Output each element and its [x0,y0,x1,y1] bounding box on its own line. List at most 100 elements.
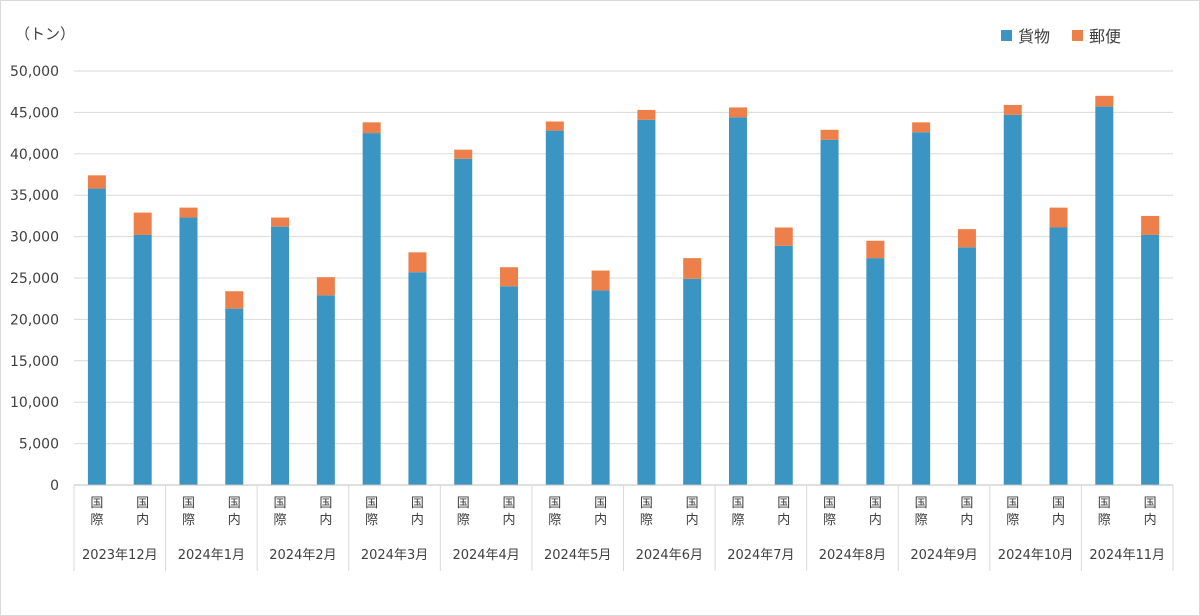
bar-cargo [912,132,931,485]
x-subcategory-char: 国 [1006,496,1019,511]
x-group-label: 2024年1月 [178,548,245,563]
x-subcategory-char: 際 [182,513,195,528]
bar-cargo [408,272,427,485]
y-tick-label: 20,000 [10,312,59,328]
y-tick-label: 10,000 [10,395,59,411]
x-subcategory-char: 際 [823,513,836,528]
bar-cargo [1049,227,1068,485]
bar-mail [1049,207,1068,228]
x-subcategory-char: 国 [90,496,103,511]
x-subcategory-label: 国際 [548,496,561,528]
bar-cargo [1095,106,1114,485]
bar-cargo [683,278,702,485]
x-subcategory-char: 内 [411,512,424,528]
y-tick-label: 5,000 [19,437,59,453]
x-subcategory-label: 国際 [823,496,836,528]
bar-cargo [133,234,152,485]
bar-mail [820,129,839,140]
x-subcategory-char: 内 [228,512,241,528]
x-group-label: 2024年2月 [269,548,336,563]
x-group-label: 2024年9月 [910,548,977,563]
x-subcategory-char: 内 [686,512,699,528]
x-subcategory-char: 国 [228,496,241,511]
x-subcategory-label: 国際 [640,496,653,528]
x-subcategory-char: 国 [777,496,790,511]
x-subcategory-char: 国 [731,496,744,511]
bar-cargo [1003,114,1022,485]
y-tick-label: 0 [50,478,59,494]
bar-mail [316,277,335,296]
bar-mail [1141,215,1160,235]
y-tick-label: 30,000 [10,230,59,246]
bar-cargo [820,139,839,485]
y-tick-label: 25,000 [10,271,59,287]
x-subcategory-label: 国際 [457,496,470,528]
x-subcategory-char: 国 [411,496,424,511]
legend-swatch-cargo [1001,29,1012,41]
legend-item-cargo: 貨物 [1001,23,1050,47]
bar-mail [1095,95,1114,107]
bar-mail [454,149,473,159]
x-subcategory-label: 国内 [777,496,790,528]
bar-mail [179,207,198,218]
x-group-label: 2024年5月 [544,548,611,563]
bar-mail [500,267,519,287]
bar-mail [774,227,793,246]
x-subcategory-char: 際 [1006,513,1019,528]
y-unit-label: （トン） [15,25,76,43]
x-subcategory-char: 内 [1052,512,1065,528]
x-subcategory-char: 際 [548,513,561,528]
bar-mail [866,240,885,259]
x-subcategory-char: 国 [594,496,607,511]
bar-cargo [957,247,976,485]
x-subcategory-label: 国内 [503,496,516,528]
bar-cargo [545,130,564,485]
bar-cargo [362,133,381,485]
x-subcategory-char: 内 [777,512,790,528]
x-subcategory-char: 際 [365,513,378,528]
x-subcategory-char: 内 [319,512,332,528]
x-group-label: 2024年11月 [1089,548,1165,563]
x-subcategory-label: 国内 [319,496,332,528]
x-subcategory-label: 国際 [731,496,744,528]
x-subcategory-char: 国 [136,496,149,511]
x-subcategory-char: 内 [594,512,607,528]
y-tick-label: 50,000 [10,64,59,80]
x-subcategory-label: 国際 [1006,496,1019,528]
bar-mail [225,291,244,309]
x-subcategory-label: 国内 [228,496,241,528]
bar-mail [683,258,702,279]
legend-item-mail: 郵便 [1072,23,1121,47]
y-tick-label: 35,000 [10,188,59,204]
x-subcategory-char: 内 [869,512,882,528]
bar-mail [271,217,290,227]
bar-cargo [1141,234,1160,485]
y-tick-label: 40,000 [10,147,59,163]
x-subcategory-char: 国 [548,496,561,511]
x-subcategory-char: 際 [457,513,470,528]
x-subcategory-label: 国内 [960,496,973,528]
legend-label-cargo: 貨物 [1018,27,1051,46]
x-subcategory-char: 国 [686,496,699,511]
x-subcategory-label: 国内 [136,496,149,528]
bar-cargo [728,117,747,486]
bar-cargo [225,308,244,485]
bar-cargo [637,119,656,486]
bar-mail [1003,104,1022,115]
x-subcategory-label: 国内 [1052,496,1065,528]
x-subcategory-char: 国 [365,496,378,511]
x-subcategory-label: 国際 [182,496,195,528]
legend: 貨物 郵便 [1001,23,1121,47]
bar-mail [957,229,976,248]
x-subcategory-char: 内 [960,512,973,528]
x-subcategory-label: 国際 [90,496,103,528]
bar-cargo [500,286,519,485]
x-subcategory-char: 国 [869,496,882,511]
bar-cargo [454,158,473,485]
x-subcategory-char: 国 [182,496,195,511]
y-tick-label: 15,000 [10,354,59,370]
bar-cargo [591,290,610,485]
bar-mail [408,252,427,273]
